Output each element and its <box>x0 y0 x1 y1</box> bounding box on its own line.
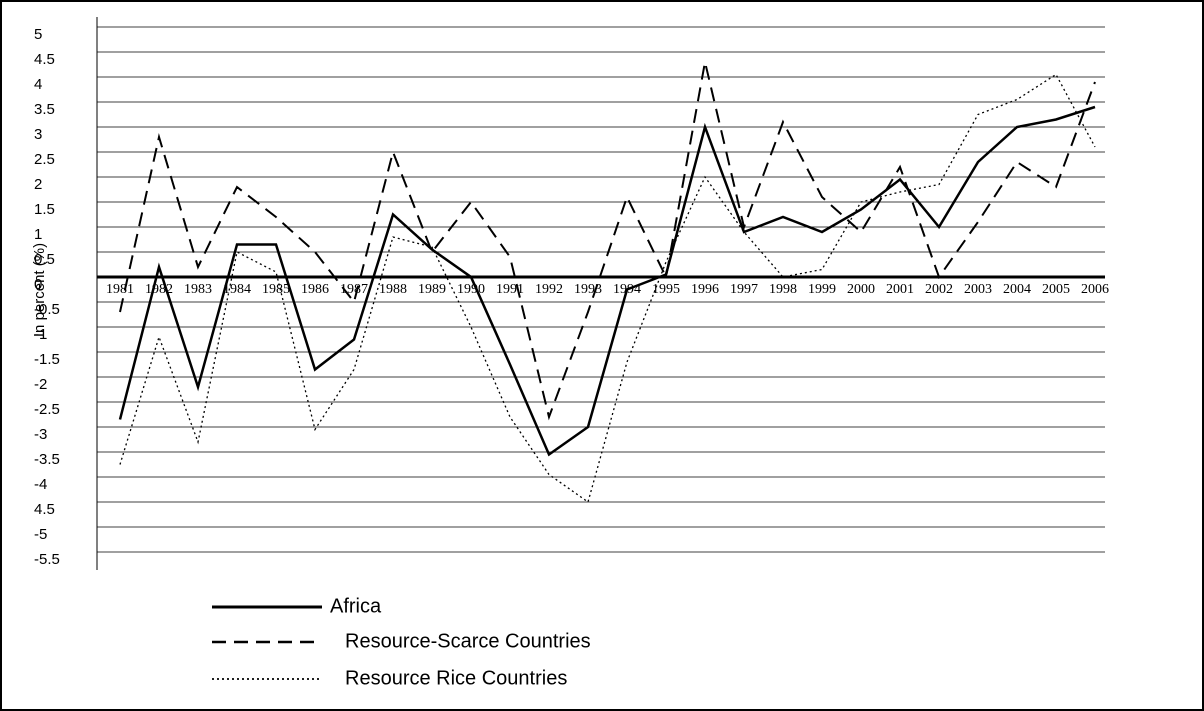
y-tick-label: -3.5 <box>34 451 60 468</box>
x-tick-label: 1993 <box>574 282 602 297</box>
x-tick-label: 2005 <box>1042 282 1070 297</box>
x-tick-label: 1983 <box>184 282 212 297</box>
y-tick-label: 3.5 <box>34 101 55 118</box>
y-tick-label: 5 <box>34 26 42 43</box>
x-tick-label: 2000 <box>847 282 875 297</box>
y-tick-label: -1.5 <box>34 351 60 368</box>
x-tick-label: 1998 <box>769 282 797 297</box>
legend-label: Africa <box>330 595 382 617</box>
x-tick-label: 1984 <box>223 282 251 297</box>
y-tick-label: -2 <box>34 376 47 393</box>
x-tick-label: 1996 <box>691 282 719 297</box>
x-tick-label: 2002 <box>925 282 953 297</box>
x-tick-label: 1989 <box>418 282 446 297</box>
series-line <box>119 73 1096 504</box>
y-tick-label: 1.5 <box>34 201 55 218</box>
x-tick-label: 2003 <box>964 282 992 297</box>
legend-label: Resource-Scarce Countries <box>345 630 591 652</box>
x-tick-label: 1981 <box>106 282 134 297</box>
y-tick-label: 4 <box>34 76 42 93</box>
x-tick-label: 1995 <box>652 282 680 297</box>
y-tick-label: -5 <box>34 526 47 543</box>
x-tick-label: 1997 <box>730 282 758 297</box>
y-tick-label: -2.5 <box>34 401 60 418</box>
y-tick-label: 0.5 <box>34 251 55 268</box>
x-tick-label: 1985 <box>262 282 290 297</box>
y-tick-label: -5.5 <box>34 551 60 568</box>
x-tick-label: 2004 <box>1003 282 1031 297</box>
y-tick-label: 3 <box>34 126 42 143</box>
series-line <box>118 105 1096 457</box>
y-tick-label: 2 <box>34 176 42 193</box>
x-tick-label: 2001 <box>886 282 914 297</box>
x-tick-label: 1992 <box>535 282 563 297</box>
y-tick-label: 0 <box>34 276 42 293</box>
x-tick-label: 1988 <box>379 282 407 297</box>
y-tick-label: 4.5 <box>34 51 55 68</box>
x-tick-label: 1986 <box>301 282 329 297</box>
x-tick-label: 2006 <box>1081 282 1109 297</box>
y-axis-title: In percent (%) <box>31 243 48 337</box>
x-tick-label: 1990 <box>457 282 485 297</box>
y-tick-label: -1 <box>34 326 47 343</box>
series-line <box>119 61 1096 421</box>
y-tick-label: 2.5 <box>34 151 55 168</box>
x-tick-label: 1999 <box>808 282 836 297</box>
y-tick-label: 1 <box>34 226 42 243</box>
y-tick-label: -0.5 <box>34 301 60 318</box>
y-tick-label: -3 <box>34 426 47 443</box>
y-tick-label: -4 <box>34 476 47 493</box>
y-tick-label: 4.5 <box>34 501 55 518</box>
legend-label: Resource Rice Countries <box>345 667 567 689</box>
